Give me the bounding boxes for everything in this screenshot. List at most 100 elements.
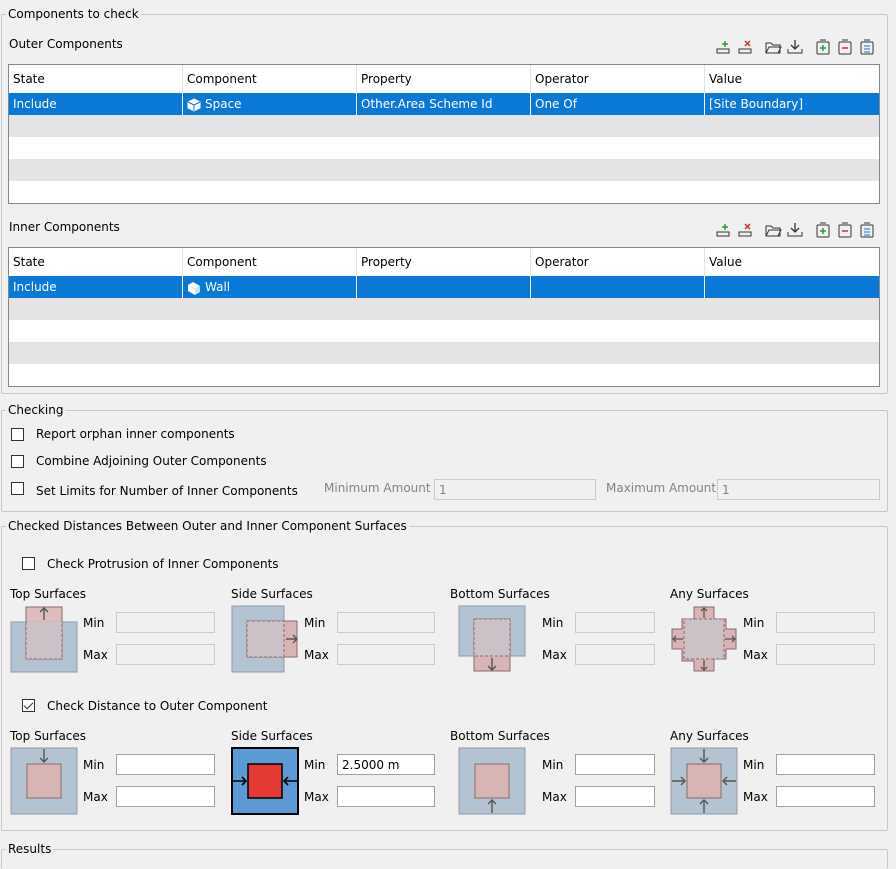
check-distance-label[interactable]: Check Distance to Outer Component — [47, 699, 268, 713]
column-header-component[interactable]: Component — [183, 248, 357, 276]
distance-top-max-input[interactable] — [116, 786, 215, 807]
wall-icon — [187, 280, 201, 295]
empty-row — [9, 137, 879, 159]
components-to-check-group: Components to check — [1, 6, 888, 394]
empty-row — [9, 364, 879, 386]
cell-operator[interactable]: One Of — [531, 93, 705, 115]
protrusion-top-max-label: Max — [83, 648, 108, 662]
remove-group-icon[interactable] — [836, 38, 854, 56]
protrusion-side-diagram — [231, 605, 299, 673]
protrusion-side-max-label: Max — [304, 648, 329, 662]
maximum-amount-input[interactable] — [717, 479, 880, 500]
protrusion-any-diagram — [670, 605, 738, 673]
cell-operator[interactable] — [531, 276, 705, 298]
combine-adjoining-label[interactable]: Combine Adjoining Outer Components — [36, 454, 267, 468]
cell-state[interactable]: Include — [9, 276, 183, 298]
report-orphan-checkbox[interactable] — [11, 428, 24, 441]
protrusion-any-title: Any Surfaces — [670, 587, 749, 601]
set-limits-label[interactable]: Set Limits for Number of Inner Component… — [36, 484, 298, 498]
cube-icon — [187, 97, 201, 112]
protrusion-side-max-input[interactable] — [337, 644, 435, 665]
protrusion-bottom-max-input[interactable] — [575, 644, 655, 665]
column-header-value[interactable]: Value — [709, 72, 742, 86]
add-group-icon[interactable] — [814, 38, 832, 56]
table-row[interactable]: Include Space Other.Area Scheme Id One O… — [9, 93, 879, 115]
column-header-operator[interactable]: Operator — [531, 248, 705, 276]
protrusion-top-title: Top Surfaces — [10, 587, 87, 601]
distance-side-max-input[interactable] — [337, 786, 435, 807]
distance-side-title: Side Surfaces — [231, 729, 313, 743]
cell-value[interactable]: [Site Boundary] — [709, 97, 804, 111]
column-header-component[interactable]: Component — [183, 65, 357, 93]
empty-row — [9, 342, 879, 364]
column-header-property[interactable]: Property — [357, 65, 531, 93]
combine-adjoining-checkbox[interactable] — [11, 455, 24, 468]
column-header-state[interactable]: State — [9, 65, 183, 93]
column-header-operator[interactable]: Operator — [531, 65, 705, 93]
open-folder-icon[interactable] — [764, 221, 782, 239]
results-group-title: Results — [6, 841, 54, 857]
distance-bottom-max-label: Max — [542, 790, 567, 804]
open-folder-icon[interactable] — [764, 38, 782, 56]
inner-toolbar — [714, 221, 880, 239]
protrusion-bottom-min-input[interactable] — [575, 612, 655, 633]
group-list-icon[interactable] — [858, 221, 876, 239]
download-icon[interactable] — [786, 38, 804, 56]
add-row-icon[interactable] — [714, 38, 732, 56]
outer-components-label: Outer Components — [9, 37, 123, 51]
protrusion-side-min-input[interactable] — [337, 612, 435, 633]
distance-any-max-label: Max — [743, 790, 768, 804]
remove-group-icon[interactable] — [836, 221, 854, 239]
add-group-icon[interactable] — [814, 221, 832, 239]
inner-components-grid[interactable]: State Component Property Operator Value … — [8, 247, 880, 387]
maximum-amount-label: Maximum Amount — [606, 481, 717, 495]
protrusion-any-min-input[interactable] — [776, 612, 875, 633]
protrusion-top-diagram — [10, 605, 78, 673]
distance-bottom-min-label: Min — [542, 758, 564, 772]
protrusion-bottom-max-label: Max — [542, 648, 567, 662]
cell-value[interactable] — [705, 276, 879, 298]
distance-any-diagram — [670, 747, 738, 815]
distance-side-min-input[interactable] — [337, 754, 435, 775]
distance-any-max-input[interactable] — [776, 786, 875, 807]
distance-any-min-label: Min — [743, 758, 765, 772]
empty-row — [9, 320, 879, 342]
protrusion-top-max-input[interactable] — [116, 644, 215, 665]
delete-row-icon[interactable] — [736, 221, 754, 239]
checked-distances-group: Checked Distances Between Outer and Inne… — [1, 518, 888, 831]
check-protrusion-label[interactable]: Check Protrusion of Inner Components — [47, 557, 279, 571]
protrusion-bottom-min-label: Min — [542, 616, 564, 630]
checking-group-title: Checking — [6, 402, 66, 418]
check-protrusion-checkbox[interactable] — [22, 557, 35, 570]
column-header-property[interactable]: Property — [357, 248, 531, 276]
minimum-amount-input[interactable] — [434, 479, 596, 500]
cell-property[interactable]: Other.Area Scheme Id — [357, 93, 531, 115]
cell-property[interactable] — [357, 276, 531, 298]
cell-state[interactable]: Include — [9, 93, 183, 115]
column-header-state[interactable]: State — [9, 248, 183, 276]
outer-components-grid[interactable]: State Component Property Operator Value … — [8, 64, 880, 204]
column-header-value[interactable]: Value — [709, 255, 742, 269]
checking-group: Checking — [1, 402, 888, 512]
report-orphan-label[interactable]: Report orphan inner components — [36, 427, 235, 441]
distance-bottom-diagram — [458, 747, 526, 815]
cell-component[interactable]: Space — [183, 93, 357, 115]
check-distance-checkbox[interactable] — [22, 699, 35, 712]
distance-bottom-max-input[interactable] — [575, 786, 655, 807]
table-row[interactable]: Include Wall — [9, 276, 879, 298]
distance-side-diagram[interactable] — [231, 747, 299, 815]
protrusion-bottom-title: Bottom Surfaces — [450, 587, 550, 601]
cell-component[interactable]: Wall — [183, 276, 357, 298]
delete-row-icon[interactable] — [736, 38, 754, 56]
download-icon[interactable] — [786, 221, 804, 239]
protrusion-any-max-input[interactable] — [776, 644, 875, 665]
add-row-icon[interactable] — [714, 221, 732, 239]
protrusion-top-min-input[interactable] — [116, 612, 215, 633]
distance-top-title: Top Surfaces — [10, 729, 87, 743]
distance-any-min-input[interactable] — [776, 754, 875, 775]
set-limits-checkbox[interactable] — [11, 482, 24, 495]
distance-bottom-min-input[interactable] — [575, 754, 655, 775]
group-list-icon[interactable] — [858, 38, 876, 56]
distance-top-min-input[interactable] — [116, 754, 215, 775]
results-group: Results — [1, 841, 888, 869]
